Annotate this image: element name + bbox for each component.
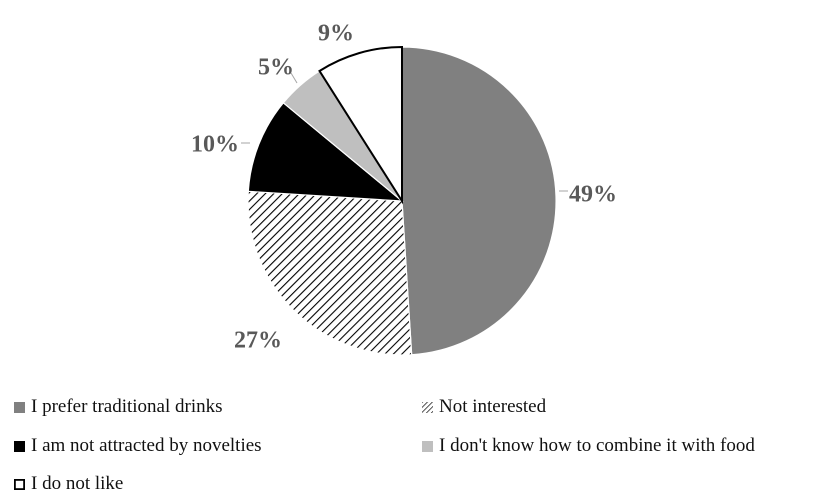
data-label-combine-with-food: 5% xyxy=(258,55,294,81)
legend-label: I prefer traditional drinks xyxy=(31,396,223,417)
legend-label: I am not attracted by novelties xyxy=(31,435,262,456)
data-label-not-interested: 27% xyxy=(234,328,282,354)
pie-slice-not-interested xyxy=(247,190,413,356)
pie-slice-not-attracted-by-novelties xyxy=(247,101,404,202)
pie-slice-do-not-like xyxy=(318,45,403,205)
legend-swatch-outline-icon xyxy=(14,478,25,490)
data-label-not-attracted-by-novelties: 10% xyxy=(191,132,239,158)
legend-swatch-solid-gray-icon xyxy=(14,401,25,413)
legend-item-combine-with-food: I don't know how to combine it with food xyxy=(422,434,755,458)
legend-swatch-light-gray-icon xyxy=(422,440,433,452)
legend-item-not-interested: Not interested xyxy=(422,395,546,419)
data-label-traditional-drinks: 49% xyxy=(569,182,617,208)
data-label-do-not-like: 9% xyxy=(318,21,354,47)
legend-item-not-attracted-by-novelties: I am not attracted by novelties xyxy=(14,434,262,458)
legend-swatch-hatched-icon xyxy=(422,401,433,413)
leader-line-combine-with-food xyxy=(290,72,298,84)
legend: I prefer traditional drinks Not interest… xyxy=(0,390,813,496)
legend-swatch-solid-black-icon xyxy=(14,440,25,452)
legend-label: Not interested xyxy=(439,396,547,417)
pie-slice-traditional-drinks xyxy=(401,46,557,356)
legend-label: I do not like xyxy=(31,473,124,494)
legend-label: I don't know how to combine it with food xyxy=(439,435,755,456)
legend-item-do-not-like: I do not like xyxy=(14,472,123,496)
legend-item-traditional-drinks: I prefer traditional drinks xyxy=(14,395,223,419)
